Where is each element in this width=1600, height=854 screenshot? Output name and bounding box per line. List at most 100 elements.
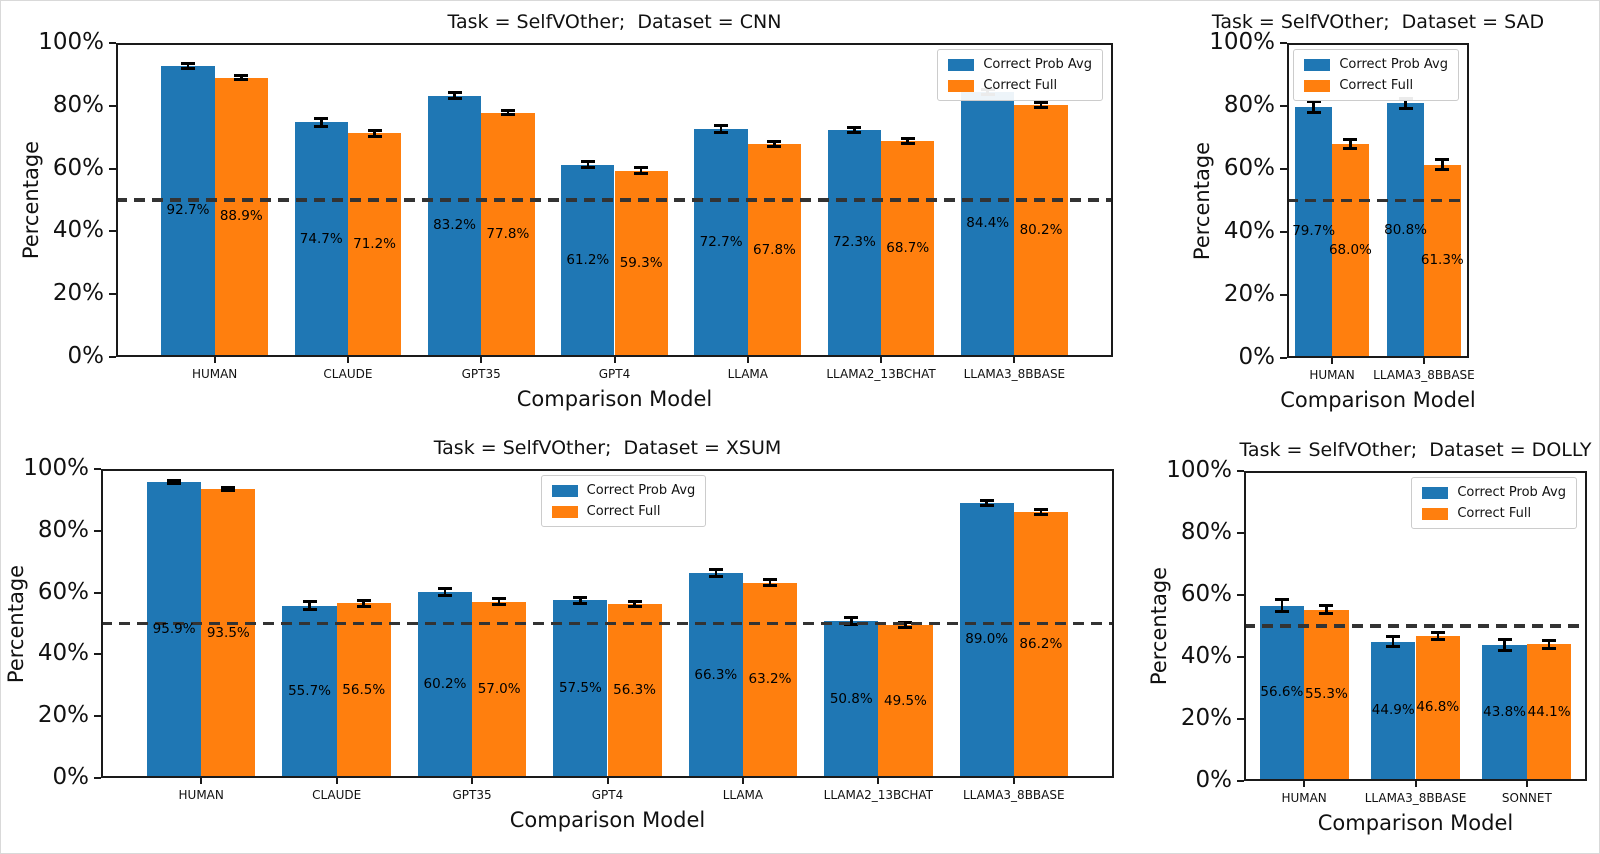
error-bar-cap-bottom — [1398, 107, 1413, 111]
error-bar-cap-top — [1034, 101, 1049, 105]
y-tick-label: 100% — [1166, 457, 1232, 483]
legend-swatch-correct-prob-avg — [551, 484, 578, 497]
error-bar-stem — [240, 75, 243, 80]
error-bar-stem — [586, 161, 590, 168]
error-bar-cap-top — [1319, 604, 1334, 608]
y-tick — [1280, 42, 1287, 44]
error-bar-cap-top — [979, 499, 994, 503]
bar-correct-full-human — [1304, 609, 1349, 781]
bar-correct-prob-avg-llama3_8bbase — [961, 91, 1015, 357]
error-bar-cap-top — [1435, 158, 1450, 162]
y-axis-label-text: Percentage — [4, 564, 28, 683]
bar-correct-prob-avg-human — [161, 65, 215, 357]
bar-value-label: 86.2% — [1019, 635, 1063, 652]
x-tick — [1525, 781, 1528, 787]
legend-cnn: Correct Prob Avg Correct Full — [937, 49, 1103, 101]
bar-value-label: 57.0% — [477, 680, 521, 697]
error-bar-stem — [639, 167, 643, 174]
bar-value-label: 93.5% — [206, 624, 250, 641]
bar-correct-prob-avg-human — [147, 481, 202, 778]
error-bar-cap-bottom — [437, 594, 452, 598]
y-tick-label: 0% — [1238, 344, 1276, 370]
error-bar-cap-bottom — [767, 145, 782, 149]
bar-value-label: 55.3% — [1304, 686, 1348, 703]
bar-correct-prob-avg-llama — [688, 573, 743, 778]
bar-value-label: 89.0% — [965, 631, 1009, 648]
error-bar-cap-top — [580, 160, 595, 164]
y-tick — [1237, 656, 1244, 658]
error-bar-stem — [633, 601, 636, 607]
error-bar-stem — [1547, 640, 1551, 648]
error-bar-cap-bottom — [634, 172, 649, 176]
error-bar-cap-bottom — [1306, 111, 1321, 115]
reference-line-50pct — [1287, 198, 1469, 203]
bar-correct-prob-avg-gpt35 — [427, 95, 482, 357]
chart-title-xsum: Task = SelfVOther; Dataset = XSUM — [433, 437, 782, 459]
y-tick — [1237, 470, 1244, 472]
x-tick — [346, 357, 349, 363]
error-bar-stem — [186, 63, 190, 69]
bar-value-label: 63.2% — [748, 671, 792, 688]
x-tick-label: CLAUDE — [312, 788, 362, 802]
bar-value-label: 84.4% — [966, 215, 1010, 232]
bar-value-label: 72.3% — [832, 234, 876, 251]
x-tick — [877, 778, 880, 784]
y-tick-label: 60% — [1180, 581, 1232, 607]
legend-swatch-correct-prob-avg — [948, 58, 975, 71]
bar-correct-prob-avg-gpt4 — [561, 164, 615, 357]
x-tick-label: LLAMA — [722, 788, 764, 802]
y-tick — [1237, 780, 1244, 782]
bar-correct-full-llama3_8bbase — [1423, 164, 1461, 358]
bar-correct-prob-avg-llama3_8bbase — [1370, 641, 1416, 781]
x-tick-label: LLAMA — [727, 367, 768, 381]
legend-swatch-correct-full — [1422, 507, 1449, 520]
bar-correct-prob-avg-sonnet — [1482, 645, 1527, 781]
y-tick — [1280, 294, 1287, 296]
x-tick-label: HUMAN — [191, 367, 238, 381]
legend-dolly: Correct Prob Avg Correct Full — [1411, 477, 1577, 529]
error-bar-stem — [853, 127, 856, 133]
legend-item: Correct Prob Avg — [1422, 485, 1566, 500]
bar-value-label: 66.3% — [694, 666, 738, 683]
y-tick-label: 40% — [37, 640, 89, 667]
error-bar-cap-bottom — [847, 131, 862, 135]
bar-correct-full-llama2_13bchat — [881, 141, 935, 357]
y-axis-label-text: Percentage — [19, 140, 43, 260]
bar-correct-full-human — [214, 77, 268, 357]
bar-value-label: 57.5% — [558, 680, 602, 697]
error-bar-cap-bottom — [898, 626, 913, 630]
bar-correct-full-human — [201, 489, 256, 778]
x-tick — [1012, 778, 1015, 784]
legend-sad: Correct Prob Avg Correct Full — [1293, 49, 1459, 101]
error-bar-cap-bottom — [367, 134, 382, 138]
error-bar-stem — [1325, 605, 1328, 614]
bar-value-label: 61.3% — [1420, 252, 1464, 269]
error-bar-cap-top — [708, 567, 723, 571]
legend-label: Correct Full — [1457, 506, 1532, 521]
chart-title-dolly: Task = SelfVOther; Dataset = DOLLY — [1239, 439, 1592, 461]
bar-value-label: 68.7% — [886, 240, 930, 257]
legend-label: Correct Prob Avg — [1457, 485, 1566, 500]
error-bar-cap-bottom — [1034, 105, 1049, 109]
x-tick-label: GPT35 — [461, 367, 501, 381]
x-tick-label: LLAMA2_13BCHAT — [823, 788, 934, 802]
error-bar-cap-bottom — [1430, 638, 1445, 642]
error-bar-cap-top — [356, 598, 371, 602]
bar-value-label: 56.5% — [342, 681, 386, 698]
x-tick — [741, 778, 744, 784]
bar-value-label: 83.2% — [433, 217, 476, 234]
x-tick — [1303, 781, 1306, 787]
x-tick-label: GPT35 — [452, 788, 492, 802]
error-bar-cap-bottom — [1274, 609, 1289, 613]
y-tick — [94, 777, 101, 779]
y-tick — [94, 468, 101, 470]
x-tick — [1013, 357, 1016, 363]
error-bar-stem — [1280, 599, 1284, 612]
error-bar-cap-top — [1542, 639, 1557, 643]
bar-correct-prob-avg-llama — [694, 128, 748, 357]
reference-line-50pct — [1244, 624, 1587, 628]
error-bar-cap-top — [847, 125, 862, 129]
error-bar-cap-bottom — [492, 603, 507, 607]
reference-line-50pct — [101, 621, 1114, 626]
